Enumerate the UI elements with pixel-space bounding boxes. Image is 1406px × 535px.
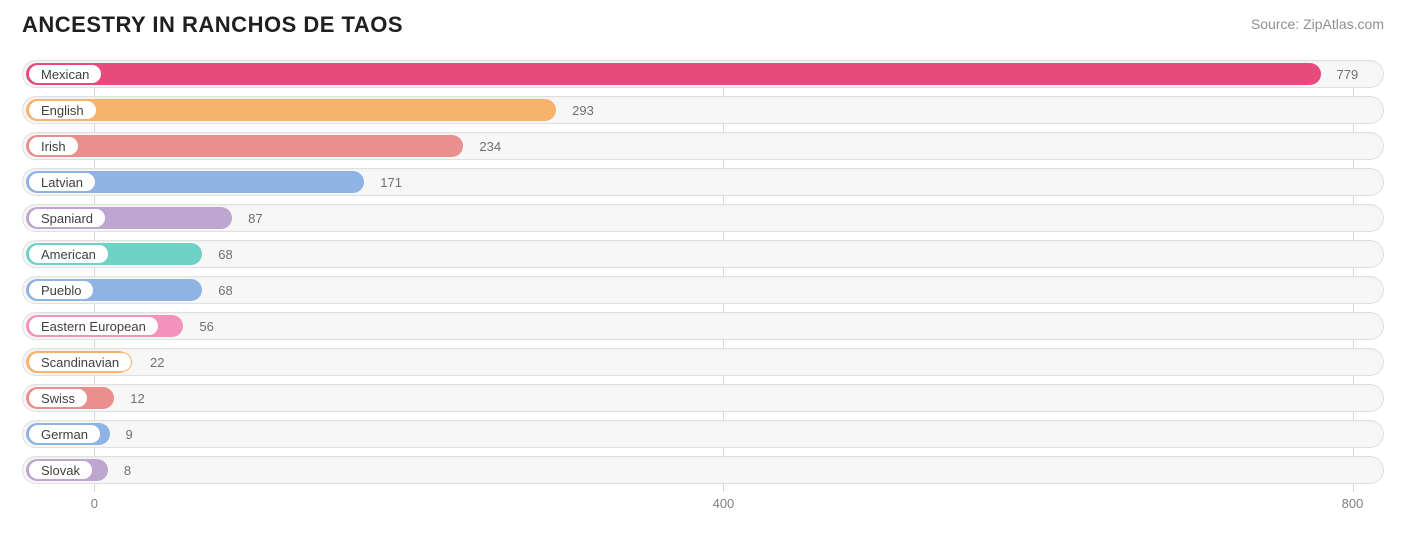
- bar-track: American 68: [22, 240, 1384, 268]
- bar-value: 56: [189, 313, 213, 339]
- bar-track: Irish 234: [22, 132, 1384, 160]
- bar-value: 9: [116, 421, 133, 447]
- bar-track: Spaniard 87: [22, 204, 1384, 232]
- category-pill: Spaniard: [28, 208, 106, 228]
- axis-tick: 0: [91, 496, 98, 511]
- category-pill: Mexican: [28, 64, 102, 84]
- bar-track: Slovak 8: [22, 456, 1384, 484]
- category-pill: Pueblo: [28, 280, 94, 300]
- bar-value: 293: [562, 97, 594, 123]
- bar-track: Mexican 779: [22, 60, 1384, 88]
- category-pill: Scandinavian: [28, 352, 132, 372]
- x-axis: 0 400 800: [22, 492, 1384, 516]
- bar-value: 12: [120, 385, 144, 411]
- plot-area: Mexican 779 English 293 Irish 234 Latvian 171 Sp…: [22, 60, 1384, 492]
- category-pill: English: [28, 100, 97, 120]
- category-pill: German: [28, 424, 101, 444]
- axis-tick: 400: [713, 496, 735, 511]
- chart-title: ANCESTRY IN RANCHOS DE TAOS: [22, 12, 403, 38]
- bar: [26, 63, 1321, 85]
- bar-track: Pueblo 68: [22, 276, 1384, 304]
- bar-value: 234: [469, 133, 501, 159]
- bar-value: 171: [370, 169, 402, 195]
- category-pill: American: [28, 244, 109, 264]
- bar-value: 779: [1327, 61, 1359, 87]
- bar-track: German 9: [22, 420, 1384, 448]
- bar-value: 87: [238, 205, 262, 231]
- bar-value: 22: [140, 349, 164, 375]
- bar-value: 68: [208, 241, 232, 267]
- chart-area: Mexican 779 English 293 Irish 234 Latvian 171 Sp…: [22, 60, 1384, 492]
- source-label: Source: ZipAtlas.com: [1251, 12, 1384, 32]
- bar-track: English 293: [22, 96, 1384, 124]
- bar-value: 68: [208, 277, 232, 303]
- bar-track: Scandinavian 22: [22, 348, 1384, 376]
- category-pill: Eastern European: [28, 316, 159, 336]
- bar-track: Latvian 171: [22, 168, 1384, 196]
- category-pill: Slovak: [28, 460, 93, 480]
- bar: [26, 135, 463, 157]
- bar-value: 8: [114, 457, 131, 483]
- header: ANCESTRY IN RANCHOS DE TAOS Source: ZipA…: [0, 0, 1406, 42]
- category-pill: Swiss: [28, 388, 88, 408]
- bar-track: Eastern European 56: [22, 312, 1384, 340]
- axis-tick: 800: [1342, 496, 1364, 511]
- bar: [26, 99, 556, 121]
- category-pill: Latvian: [28, 172, 96, 192]
- bar-track: Swiss 12: [22, 384, 1384, 412]
- category-pill: Irish: [28, 136, 79, 156]
